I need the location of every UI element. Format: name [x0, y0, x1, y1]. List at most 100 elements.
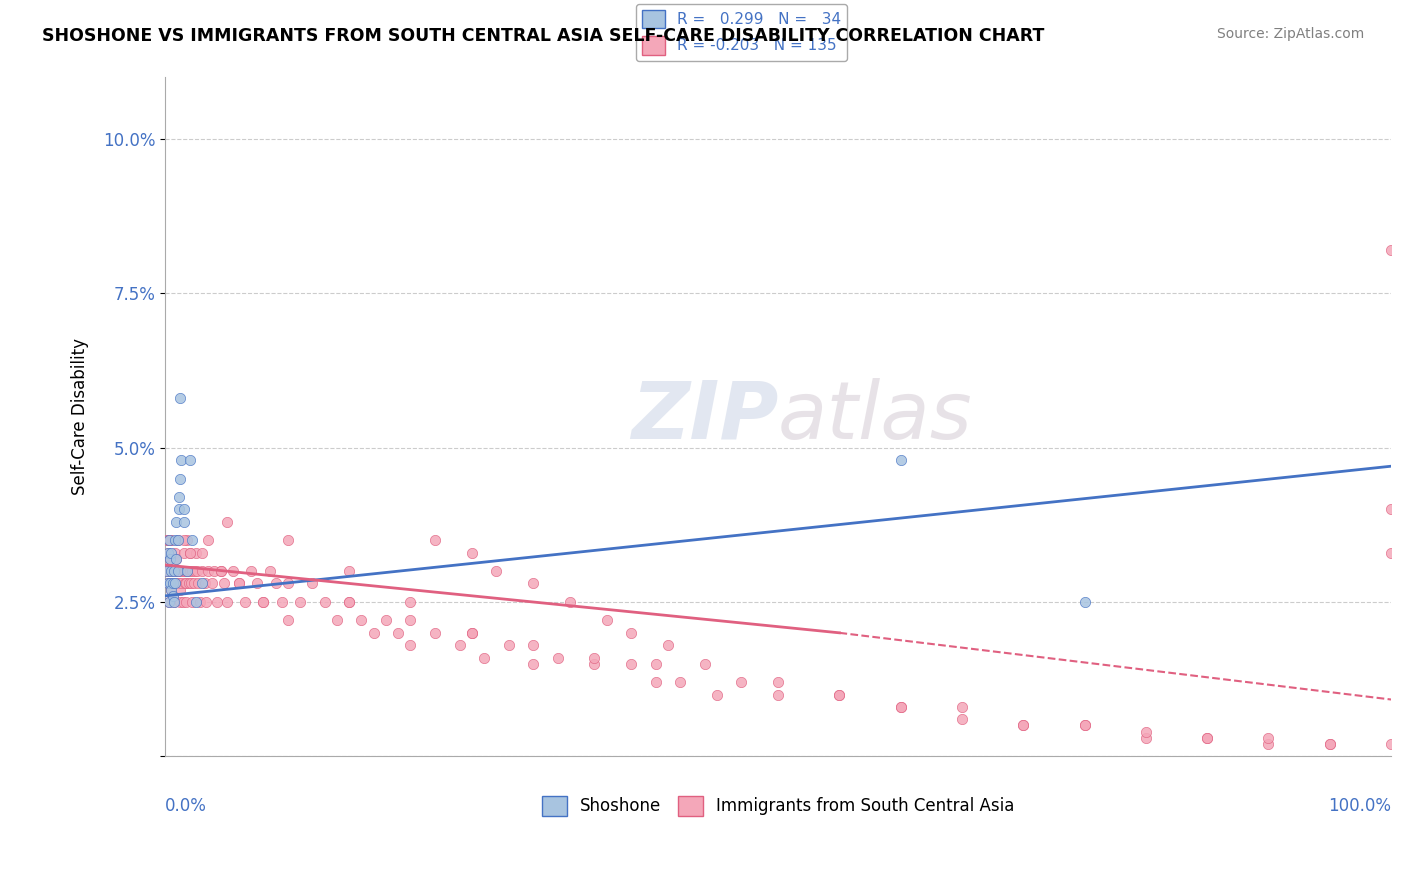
Point	[187, 576, 209, 591]
Point	[547, 650, 569, 665]
Point	[176, 533, 198, 548]
Point	[163, 595, 186, 609]
Point	[228, 576, 250, 591]
Point	[176, 564, 198, 578]
Point	[157, 533, 180, 548]
Point	[212, 576, 235, 591]
Point	[156, 546, 179, 560]
Point	[461, 625, 484, 640]
Point	[181, 564, 204, 578]
Point	[277, 614, 299, 628]
Point	[228, 576, 250, 591]
Text: atlas: atlas	[778, 378, 973, 456]
Point	[259, 564, 281, 578]
Point	[167, 576, 190, 591]
Text: 100.0%: 100.0%	[1329, 797, 1391, 815]
Point	[165, 515, 187, 529]
Point	[205, 595, 228, 609]
Point	[522, 576, 544, 591]
Point	[461, 546, 484, 560]
Point	[399, 638, 422, 652]
Point	[163, 564, 186, 578]
Point	[160, 564, 183, 578]
Point	[174, 564, 197, 578]
Point	[1197, 731, 1219, 745]
Point	[1379, 546, 1402, 560]
Point	[167, 502, 190, 516]
Point	[693, 657, 716, 671]
Point	[169, 582, 191, 597]
Point	[165, 576, 187, 591]
Point	[1257, 731, 1279, 745]
Point	[169, 595, 191, 609]
Point	[1012, 718, 1035, 732]
Point	[277, 576, 299, 591]
Point	[162, 589, 184, 603]
Point	[159, 533, 181, 548]
Point	[166, 533, 188, 548]
Point	[583, 657, 606, 671]
Point	[1073, 595, 1095, 609]
Point	[288, 595, 311, 609]
Point	[1319, 737, 1341, 751]
Point	[246, 576, 269, 591]
Point	[156, 533, 179, 548]
Point	[167, 490, 190, 504]
Point	[950, 712, 973, 726]
Point	[181, 533, 204, 548]
Point	[890, 699, 912, 714]
Point	[766, 675, 789, 690]
Point	[160, 533, 183, 548]
Point	[165, 533, 187, 548]
Point	[399, 595, 422, 609]
Point	[644, 657, 666, 671]
Point	[170, 564, 193, 578]
Point	[270, 595, 292, 609]
Point	[169, 392, 191, 406]
Point	[387, 625, 409, 640]
Point	[1379, 502, 1402, 516]
Point	[950, 699, 973, 714]
Text: ZIP: ZIP	[631, 378, 778, 456]
Point	[472, 650, 495, 665]
Point	[160, 582, 183, 597]
Point	[197, 564, 219, 578]
Point	[173, 546, 195, 560]
Point	[828, 688, 851, 702]
Point	[157, 595, 180, 609]
Point	[170, 453, 193, 467]
Point	[156, 576, 179, 591]
Point	[669, 675, 692, 690]
Point	[890, 699, 912, 714]
Point	[730, 675, 752, 690]
Point	[350, 614, 373, 628]
Point	[162, 564, 184, 578]
Point	[222, 564, 245, 578]
Point	[176, 564, 198, 578]
Point	[173, 533, 195, 548]
Point	[157, 595, 180, 609]
Point	[522, 657, 544, 671]
Point	[183, 576, 205, 591]
Point	[620, 625, 643, 640]
Point	[252, 595, 274, 609]
Point	[173, 502, 195, 516]
Point	[558, 595, 581, 609]
Point	[160, 546, 183, 560]
Point	[160, 564, 183, 578]
Point	[399, 614, 422, 628]
Point	[485, 564, 508, 578]
Point	[1379, 244, 1402, 258]
Point	[166, 533, 188, 548]
Point	[1319, 737, 1341, 751]
Point	[174, 576, 197, 591]
Point	[620, 657, 643, 671]
Point	[314, 595, 336, 609]
Point	[1197, 731, 1219, 745]
Point	[337, 595, 360, 609]
Point	[191, 546, 214, 560]
Point	[165, 551, 187, 566]
Point	[1379, 737, 1402, 751]
Point	[264, 576, 287, 591]
Point	[173, 515, 195, 529]
